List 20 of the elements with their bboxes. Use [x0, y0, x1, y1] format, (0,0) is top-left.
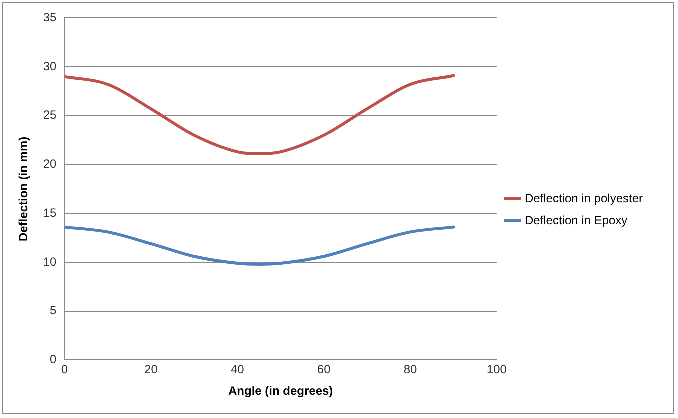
y-tick-label: 35	[43, 10, 58, 25]
x-tick-label: 60	[317, 362, 332, 377]
x-tick-label: 20	[144, 362, 158, 377]
y-tick-label: 10	[43, 254, 58, 269]
line-series	[64, 74, 456, 156]
x-tick-label: 40	[230, 362, 245, 377]
x-tick-label: 0	[61, 362, 68, 377]
line-series	[64, 226, 456, 266]
y-tick-label: 30	[43, 59, 58, 74]
y-axis-title: Deflection (in mm)	[16, 136, 31, 242]
x-tick-label: 100	[486, 362, 508, 377]
x-axis-title: Angle (in degrees)	[228, 384, 334, 398]
legend-label: Deflection in polyester	[524, 191, 644, 206]
y-tick-label: 0	[50, 352, 58, 367]
y-tick-label: 15	[43, 206, 58, 220]
x-tick-label: 80	[404, 362, 418, 377]
y-tick-label: 25	[43, 108, 58, 122]
y-tick-label: 20	[43, 157, 58, 172]
y-tick-label: 5	[50, 304, 58, 318]
legend-label: Deflection in Epoxy	[524, 213, 628, 228]
